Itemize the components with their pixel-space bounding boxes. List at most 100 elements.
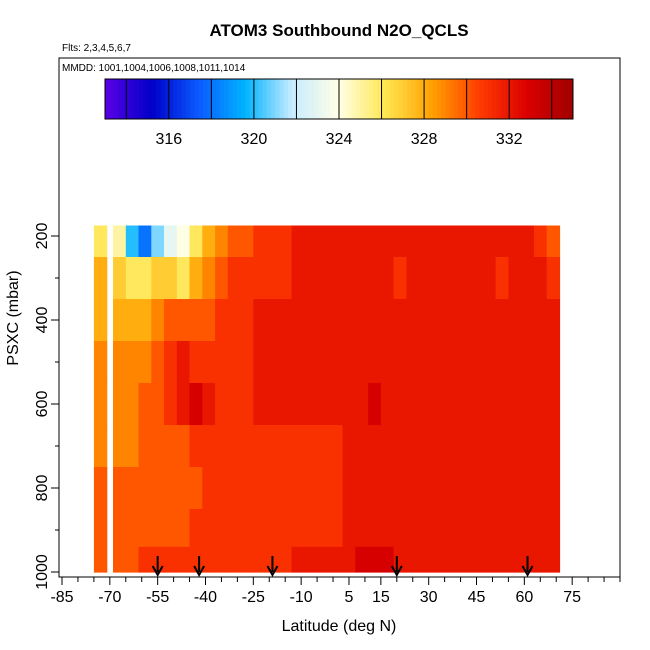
heatmap-cell [189,299,203,342]
heatmap-cell [419,509,433,548]
heatmap-cell [495,509,509,548]
heatmap-cell [470,425,484,468]
heatmap-cell [431,509,446,548]
colorbar-swatch [232,79,238,119]
heatmap-cell [113,546,127,573]
heatmap-cell [329,341,344,384]
heatmap-cell [482,546,497,573]
heatmap-cell [240,299,254,342]
heatmap-cell [419,546,433,573]
colorbar-swatch [441,79,446,119]
heatmap-cell [470,509,484,548]
colorbar-swatch [143,79,149,119]
heatmap-cell [317,546,331,573]
heatmap-cell [215,225,229,258]
colorbar-swatch [564,79,570,119]
profile-arrow-head [521,565,534,578]
colorbar-swatch [538,79,544,119]
heatmap-cell [202,546,216,573]
heatmap-cell [508,509,522,548]
axes: -85 -70 -55 -40 -25 -10 5 15 30 45 60 75 200 400 600 80… [34,223,621,606]
heatmap-cell [291,546,305,573]
y-tick-label: 200 [34,223,51,250]
heatmap-cell [215,467,229,510]
colorbar-swatch [487,79,493,119]
heatmap-cell [151,383,165,426]
colorbar-swatch [449,79,455,119]
heatmap-cell [533,425,548,468]
heatmap-cell [253,467,267,510]
heatmap-cell [329,546,344,573]
colorbar-swatch [509,79,514,119]
colorbar-swatch [526,79,531,119]
colorbar-swatch [339,79,344,119]
heatmap-cell [380,546,395,573]
heatmap-cell [189,383,203,426]
heatmap-cell [546,341,561,384]
heatmap-cell [457,341,471,384]
heatmap-cell [93,509,108,548]
colorbar-swatch [555,79,561,119]
heatmap-cell [431,225,446,258]
heatmap-cell [176,257,191,300]
heatmap-cell [393,299,407,342]
heatmap-cell [317,383,331,426]
colorbar-swatch [236,79,242,119]
colorbar-swatch [568,79,574,119]
heatmap-cell [304,225,318,258]
colorbar-swatch [547,79,553,119]
heatmap-cell [470,341,484,384]
heatmap-cell [189,341,203,384]
colorbar-swatch [156,79,161,119]
colorbar-swatch [313,79,319,119]
colorbar-swatch [198,79,204,119]
heatmap-cell [419,299,433,342]
heatmap-cell [368,509,382,548]
colorbar-swatch [279,79,285,119]
heatmap-cell [457,509,471,548]
heatmap-cell [151,509,165,548]
heatmap-cell [521,467,535,510]
heatmap-cell [93,341,108,384]
heatmap-cell [355,257,369,300]
heatmap-cell [495,225,509,258]
heatmap-cell [240,257,254,300]
profile-arrow-head [390,565,403,578]
heatmap-cell [406,509,420,548]
heatmap-cell [431,467,446,510]
heatmap-cell [317,341,331,384]
heatmap-cell [406,425,420,468]
heatmap-cell [304,546,318,573]
colorbar-swatch [334,79,340,119]
colorbar-swatch [262,79,268,119]
heatmap-cell [278,425,293,468]
heatmap-cell [368,546,382,573]
heatmap-cell [202,509,216,548]
heatmap-cell [546,425,561,468]
colorbar-swatch [534,79,540,119]
heatmap-cell [138,341,152,384]
heatmap-cell [278,546,293,573]
heatmap-cell [380,425,395,468]
colorbar-swatch [304,79,310,119]
heatmap-cell [482,299,497,342]
heatmap-cell [240,341,254,384]
heatmap-cell [253,299,267,342]
x-tick-label: 5 [345,589,354,606]
heatmap-cell [93,546,108,573]
colorbar-swatch [373,79,378,119]
heatmap-cell [393,341,407,384]
x-tick-label: -70 [98,589,121,606]
x-tick-label: 15 [372,589,390,606]
heatmap-cell [533,509,548,548]
heatmap-cell [368,341,382,384]
heatmap-cell [113,425,127,468]
heatmap-cell [406,257,420,300]
heatmap-cell [495,467,509,510]
heatmap-cell [393,425,407,468]
heatmap-cell [470,546,484,573]
heatmap-cell [240,425,254,468]
y-tick-label: 600 [34,391,51,418]
heatmap-cell [304,467,318,510]
colorbar-swatch [321,79,327,119]
